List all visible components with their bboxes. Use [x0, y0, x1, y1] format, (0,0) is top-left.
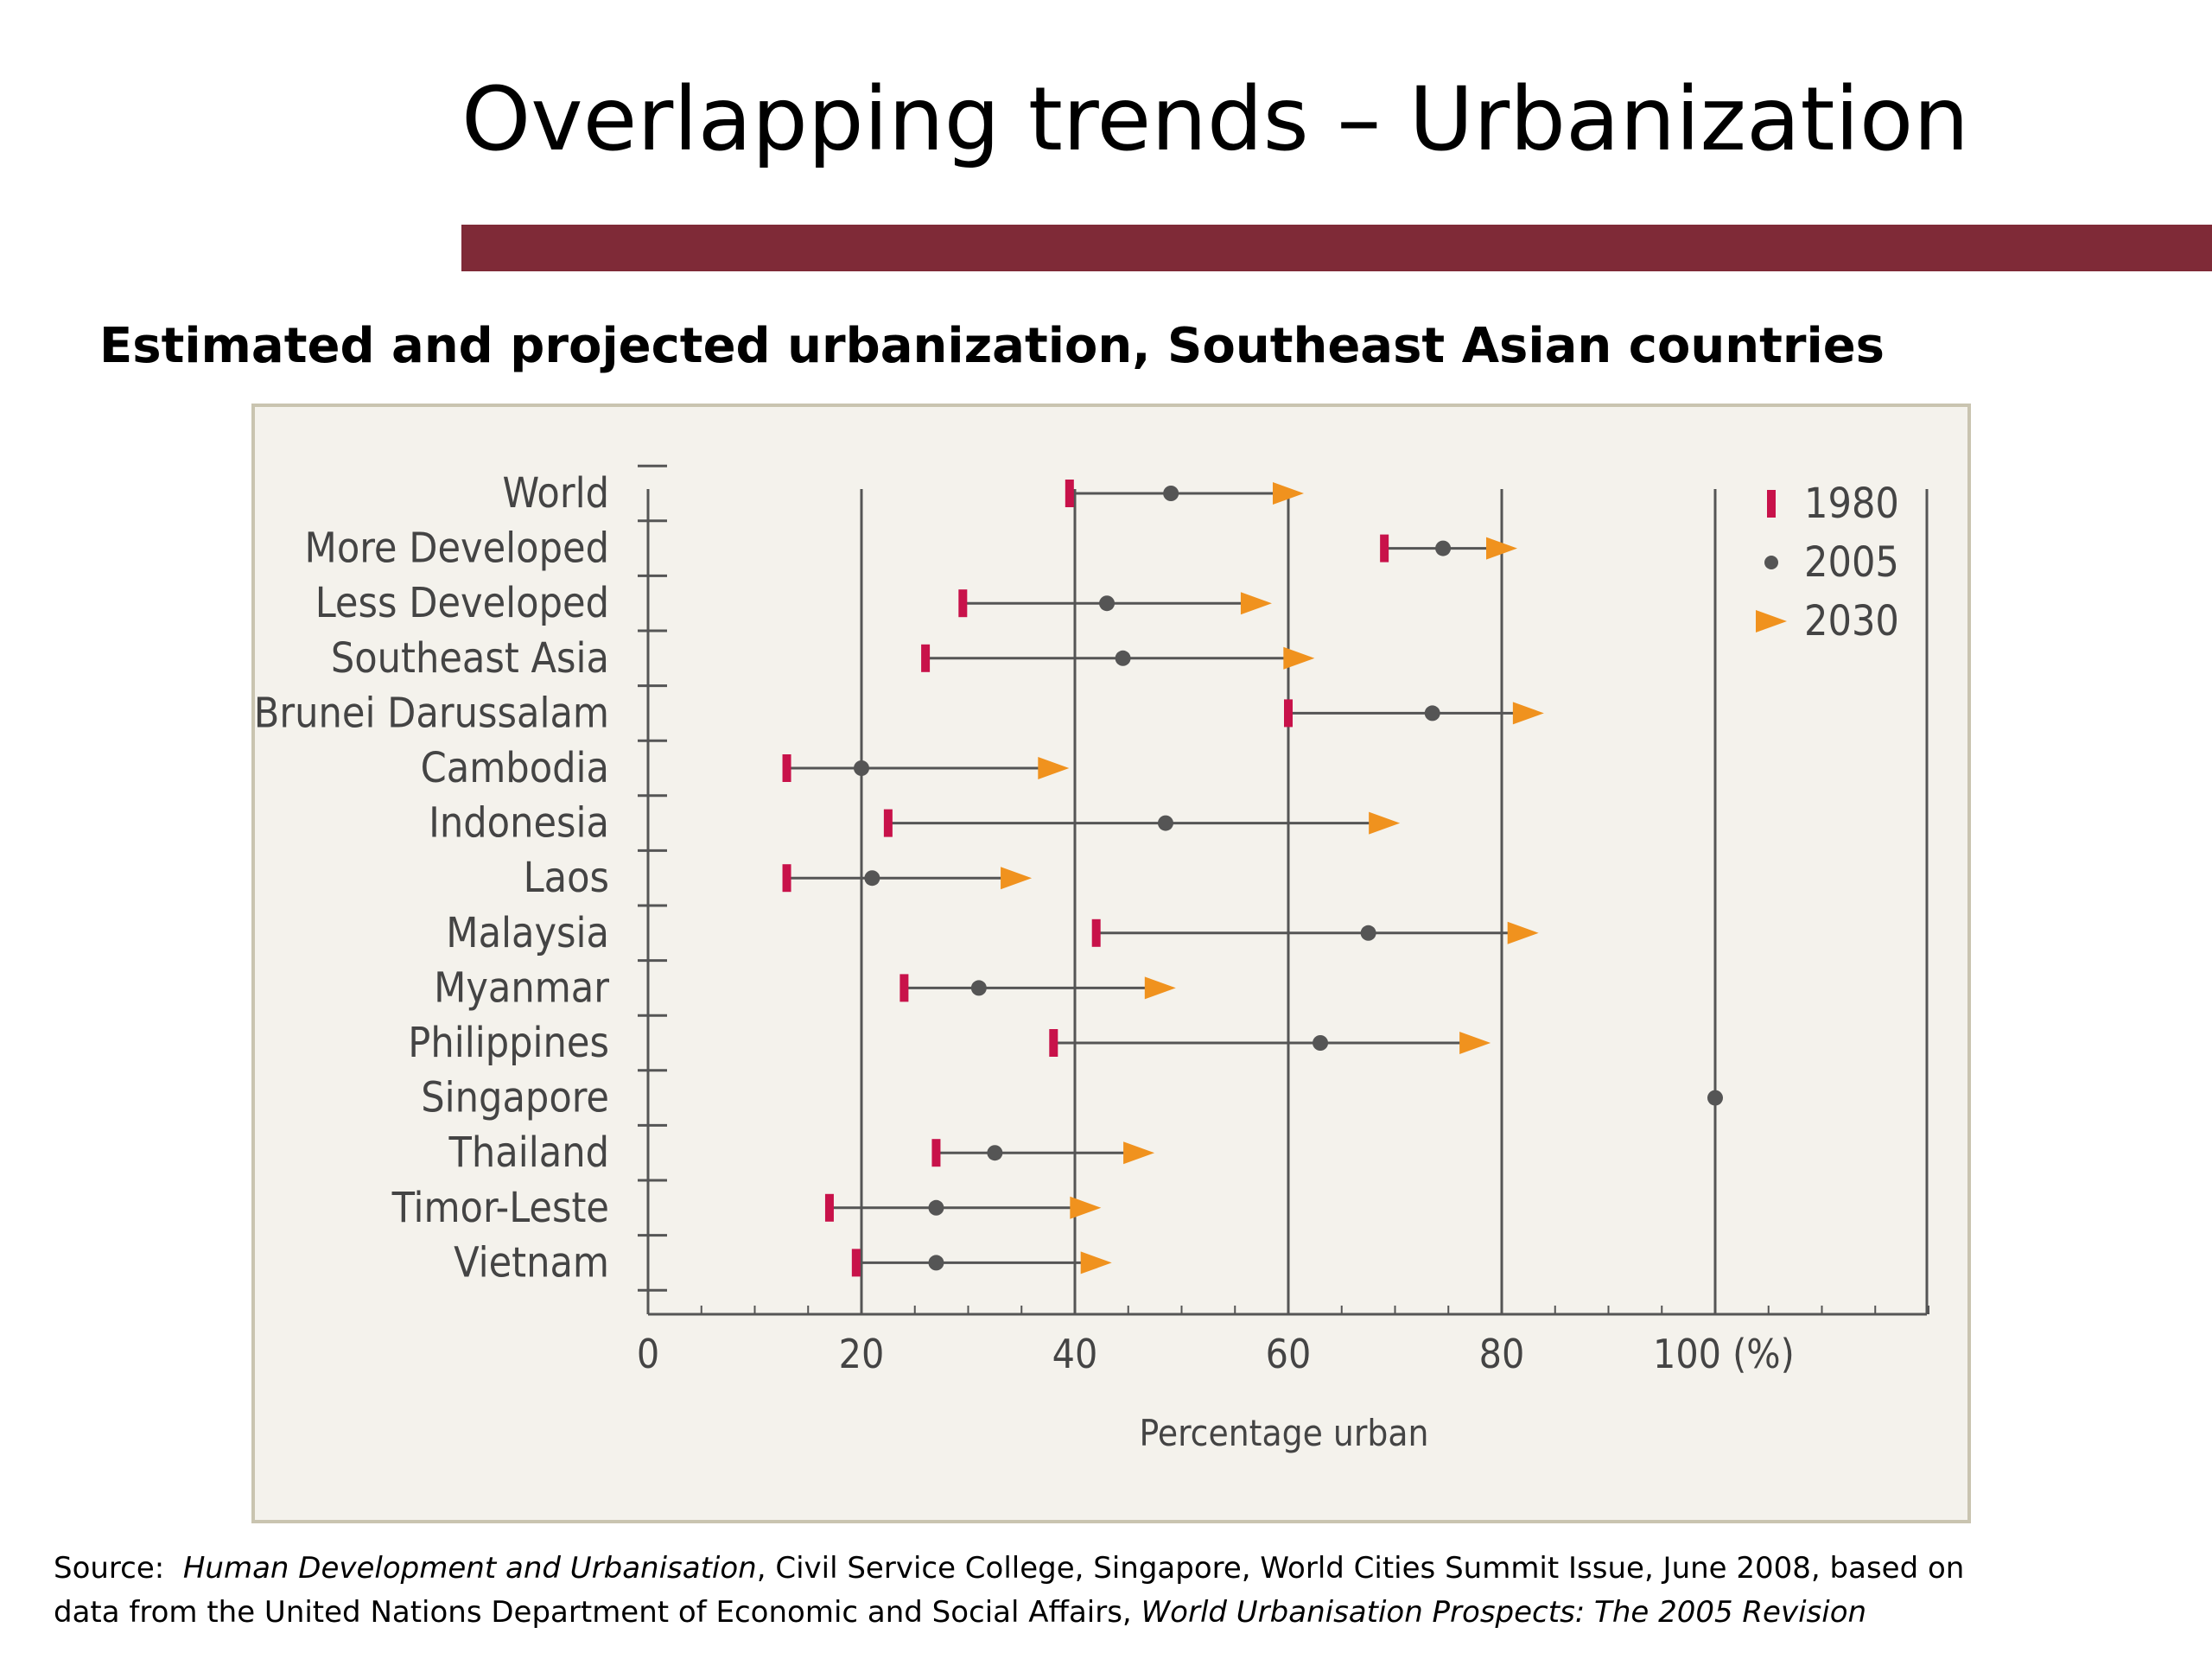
marker-2005	[1157, 815, 1173, 831]
x-tick-label: 60	[1266, 1331, 1312, 1377]
marker-2030	[1507, 921, 1539, 944]
category-label: Singapore	[421, 1074, 609, 1122]
legend-swatch-2005	[1764, 556, 1778, 569]
marker-2030	[1283, 646, 1315, 670]
legend-label: 1980	[1804, 480, 1899, 528]
marker-1980	[899, 974, 909, 1002]
x-axis-title: Percentage urban	[1140, 1412, 1429, 1454]
marker-2005	[1163, 486, 1179, 501]
source-line-1: Source: Human Development and Urbanisati…	[54, 1547, 2179, 1591]
marker-2005	[1313, 1035, 1329, 1051]
marker-1980	[1065, 480, 1074, 507]
marker-1980	[921, 644, 931, 672]
marker-2005	[854, 760, 869, 776]
source-line-2: data from the United Nations Department …	[54, 1591, 2179, 1635]
category-label: Cambodia	[421, 744, 609, 792]
marker-2030	[1080, 1251, 1112, 1274]
category-label: Laos	[524, 854, 609, 902]
category-label: World	[503, 469, 609, 518]
category-label: Thailand	[448, 1128, 609, 1177]
title-accent-bar	[461, 225, 2212, 271]
marker-1980	[931, 1139, 941, 1167]
category-label: Less Developed	[315, 579, 609, 627]
chart-subtitle: Estimated and projected urbanization, So…	[99, 318, 1885, 374]
marker-2030	[1486, 537, 1517, 560]
category-label: Southeast Asia	[331, 634, 609, 683]
slide-title: Overlapping trends – Urbanization	[461, 68, 1969, 171]
x-tick-label: 20	[839, 1331, 885, 1377]
marker-1980	[883, 809, 893, 837]
marker-1980	[1091, 918, 1101, 947]
x-tick-label: 80	[1479, 1331, 1525, 1377]
category-label: Philippines	[408, 1019, 609, 1067]
marker-2005	[864, 870, 880, 887]
marker-2005	[1435, 540, 1452, 556]
marker-2005	[1707, 1090, 1723, 1106]
marker-2005	[928, 1199, 944, 1216]
marker-2030	[1459, 1032, 1491, 1054]
marker-1980	[1380, 534, 1389, 563]
x-tick-label: 40	[1052, 1331, 1098, 1377]
marker-2030	[1512, 702, 1544, 725]
marker-2030	[1123, 1141, 1155, 1165]
source-prefix: Source:	[54, 1551, 183, 1586]
dot-range-chart: 0 20 40 60 80 100 (%) World More Developed Less…	[255, 464, 1929, 1454]
marker-2030	[1144, 976, 1176, 1000]
marker-1980	[958, 589, 968, 618]
marker-2005	[1424, 705, 1440, 721]
category-label: Malaysia	[446, 909, 609, 957]
category-label: More Developed	[305, 524, 609, 573]
marker-1980	[1284, 699, 1293, 728]
marker-2030	[1038, 757, 1070, 779]
marker-2005	[1360, 925, 1376, 941]
marker-2030	[1070, 1196, 1102, 1219]
chart-panel: 0 20 40 60 80 100 (%) World More Developed Less…	[251, 404, 1971, 1523]
source-middle: , Civil Service College, Singapore, Worl…	[756, 1551, 1965, 1586]
legend-swatch-2030	[1756, 610, 1787, 632]
marker-2005	[928, 1255, 944, 1271]
marker-2005	[987, 1145, 1003, 1161]
legend-label: 2030	[1804, 597, 1899, 645]
marker-1980	[1049, 1029, 1058, 1057]
marker-1980	[824, 1193, 834, 1222]
source-note: Source: Human Development and Urbanisati…	[54, 1547, 2179, 1635]
marker-1980	[782, 754, 791, 782]
category-label: Indonesia	[429, 799, 609, 848]
category-label: Myanmar	[434, 963, 609, 1012]
marker-2005	[1115, 650, 1131, 666]
marker-2005	[1099, 595, 1116, 612]
marker-1980	[782, 864, 791, 893]
marker-2030	[1369, 811, 1401, 835]
legend-swatch-1980	[1767, 490, 1776, 518]
marker-1980	[851, 1249, 861, 1277]
source-line2-prefix: data from the United Nations Department …	[54, 1595, 1141, 1630]
marker-2030	[1273, 482, 1304, 505]
marker-2005	[970, 980, 987, 996]
source-book-title: Human Development and Urbanisation	[182, 1551, 757, 1586]
x-tick-label: 0	[637, 1331, 659, 1377]
category-label: Timor-Leste	[391, 1184, 609, 1232]
category-label: Vietnam	[454, 1238, 609, 1287]
marker-2030	[1001, 867, 1033, 890]
legend-label: 2005	[1804, 538, 1899, 587]
marker-2030	[1240, 592, 1272, 615]
category-label: Brunei Darussalam	[255, 689, 609, 737]
x-tick-label: 100 (%)	[1653, 1331, 1795, 1377]
source-report-title: World Urbanisation Prospects: The 2005 R…	[1141, 1595, 1867, 1630]
